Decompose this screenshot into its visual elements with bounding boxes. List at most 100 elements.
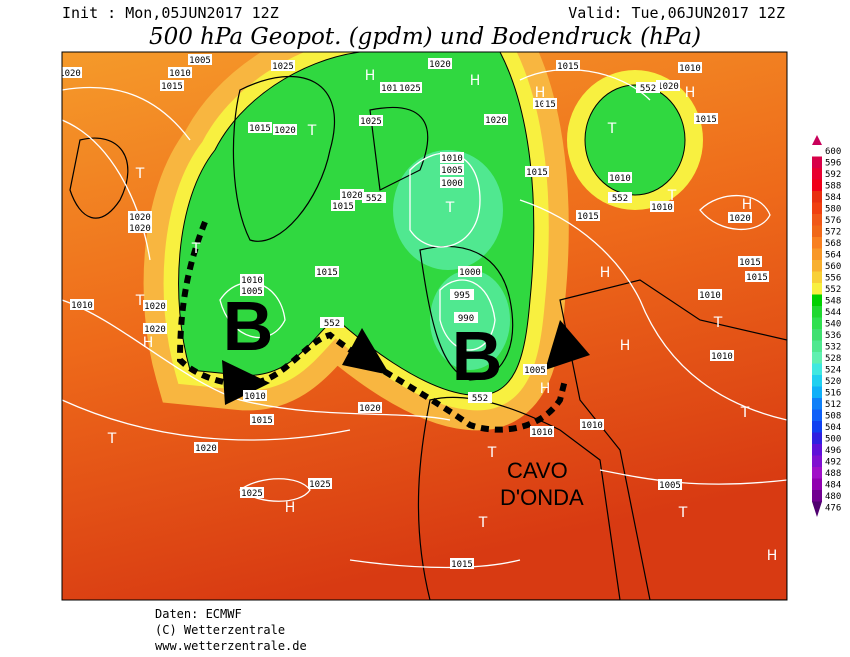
- colorbar-cap: [812, 501, 822, 517]
- colorbar-label: 584: [825, 193, 841, 203]
- colorbar-cell: [812, 409, 822, 422]
- label-box: [188, 54, 212, 65]
- isobar-label: 1020: [129, 213, 151, 223]
- isobar-label: 1025: [399, 84, 421, 94]
- trough-label: CAVO: [507, 458, 568, 483]
- colorbar-cell: [812, 317, 822, 330]
- isobar-label: 1015: [316, 268, 338, 278]
- isobar-label: 1010: [609, 174, 631, 184]
- trough-axis: [176, 220, 568, 433]
- isobar-label: 1005: [241, 287, 263, 297]
- isobar-label: 552: [640, 84, 656, 94]
- colorbar-label: 516: [825, 388, 841, 398]
- label-box: [143, 300, 167, 311]
- isobar-label: 995: [454, 291, 470, 301]
- colorbar-label: 488: [825, 469, 841, 479]
- pressure-center: H: [535, 85, 546, 101]
- data-source: Daten: ECMWF: [155, 607, 242, 621]
- colorbar-label: 536: [825, 331, 841, 341]
- map-title: 500 hPa Geopot. (gpdm) und Bodendruck (h…: [149, 24, 701, 50]
- isobar-label: 1010: [169, 69, 191, 79]
- label-box: [694, 113, 718, 124]
- label-box: [240, 487, 264, 498]
- label-box: [608, 172, 632, 183]
- colorbar-label: 500: [825, 434, 841, 444]
- colorbar-label: 580: [825, 204, 841, 214]
- pressure-center: H: [742, 197, 753, 213]
- isobar-label: 1010: [244, 392, 266, 402]
- pressure-center: H: [143, 335, 154, 351]
- isobar-label: 552: [472, 394, 488, 404]
- label-box: [525, 166, 549, 177]
- colorbar-cell: [812, 340, 822, 353]
- label-box: [248, 122, 272, 133]
- colorbar-label: 540: [825, 319, 841, 329]
- colorbar-label: 476: [825, 503, 841, 513]
- colorbar-label: 492: [825, 457, 841, 467]
- colorbar-label: 544: [825, 308, 841, 318]
- isobar-label: 1010: [71, 301, 93, 311]
- pressure-center: H: [685, 85, 696, 101]
- pressure-center: T: [191, 241, 201, 257]
- colorbar-cell: [812, 386, 822, 399]
- colorbar-cell: [812, 283, 822, 295]
- low-marker: B: [452, 317, 503, 395]
- label-box: [450, 289, 474, 300]
- colorbar-cell: [812, 467, 822, 479]
- pressure-center: T: [135, 293, 145, 309]
- colorbar-label: 552: [825, 285, 841, 295]
- isobar-label: 1025: [309, 480, 331, 490]
- coastlines: [69, 75, 787, 600]
- label-box: [168, 67, 192, 78]
- init-time: Init : Mon,05JUN2017 12Z: [62, 4, 279, 22]
- label-box: [580, 419, 604, 430]
- colorbar-label: 532: [825, 342, 841, 352]
- isobar-label: 1010: [441, 154, 463, 164]
- copyright: (C) Wetterzentrale: [155, 623, 285, 637]
- colorbar-label: 528: [825, 354, 841, 364]
- isobar-label: 1005: [189, 56, 211, 66]
- label-box: [240, 274, 264, 285]
- isobar-label: 1015: [451, 560, 473, 570]
- isobar-label: 1020: [341, 191, 363, 201]
- isobar-label: 1010: [699, 291, 721, 301]
- isobar-label: 1020: [359, 404, 381, 414]
- pressure-center: H: [620, 338, 631, 354]
- label-box: [273, 124, 297, 135]
- isobar-label: 1015: [249, 124, 271, 134]
- label-box: [160, 80, 184, 91]
- colorbar-label: 524: [825, 365, 841, 375]
- label-box: [70, 299, 94, 310]
- isobar-label: 1015: [161, 82, 183, 92]
- colorbar-cell: [812, 329, 822, 341]
- isobar-label: 1015: [695, 115, 717, 125]
- colorbar-cell: [812, 444, 822, 456]
- colorbar-cell: [812, 179, 822, 192]
- colorbar-label: 508: [825, 411, 841, 421]
- isobar-label: 1020: [144, 325, 166, 335]
- label-box: [271, 60, 295, 71]
- map-labels: 1020 1010 1005 1015 1025 1020 1010 1025 1015 1010…: [59, 54, 777, 570]
- website: www.wetterzentrale.de: [155, 639, 307, 653]
- colorbar-label: 480: [825, 492, 841, 502]
- colorbar-cell: [812, 352, 822, 364]
- label-box: [450, 558, 474, 569]
- trough-label: D'ONDA: [500, 485, 584, 510]
- map-frame: [61, 51, 788, 601]
- colorbar-label: 600: [825, 147, 841, 157]
- label-box: [440, 152, 464, 163]
- valid-time: Valid: Tue,06JUN2017 12Z: [568, 4, 785, 22]
- isobar-label: 1020: [129, 224, 151, 234]
- label-box: [250, 414, 274, 425]
- pressure-center: T: [307, 123, 317, 139]
- isobar-label: 1020: [729, 214, 751, 224]
- label-box: [308, 478, 332, 489]
- label-box: [315, 266, 339, 277]
- isobar-label: 1020: [485, 116, 507, 126]
- isobar-label: 1015: [577, 212, 599, 222]
- isobar-label: 1020: [59, 69, 81, 79]
- arrow-head: [545, 320, 590, 370]
- colorbar-cell: [812, 421, 822, 433]
- pressure-center: T: [667, 188, 677, 204]
- colorbar-label: 576: [825, 216, 841, 226]
